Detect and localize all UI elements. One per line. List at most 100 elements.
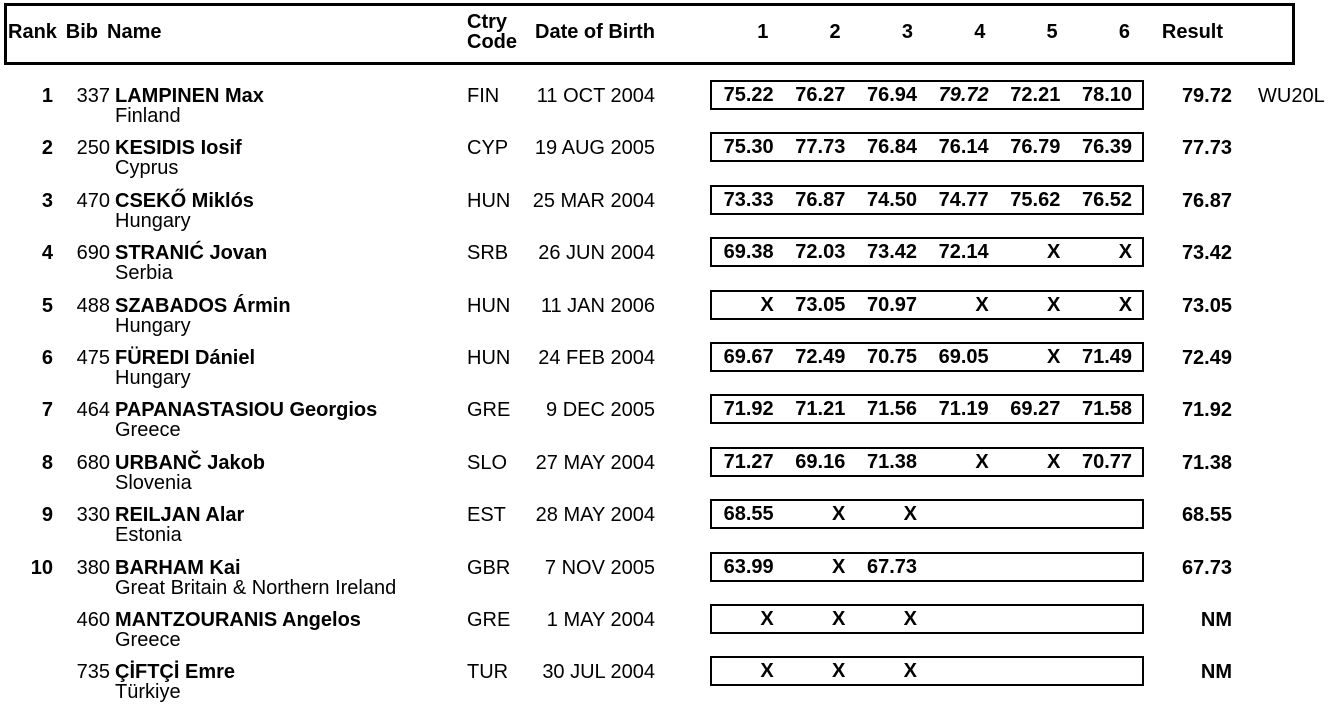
athlete-name: SZABADOS Ármin bbox=[115, 294, 291, 317]
attempt-1: 75.30 bbox=[723, 136, 774, 159]
rank-cell: 1 bbox=[41, 85, 53, 107]
attempt-1: X bbox=[760, 608, 774, 630]
attempt-2: X bbox=[832, 660, 846, 683]
rank-cell: 4 bbox=[41, 242, 53, 265]
attempt-3: 71.38 bbox=[866, 450, 918, 473]
col-header-attempt-6: 6 bbox=[1118, 21, 1130, 43]
attempt-5: 69.27 bbox=[1010, 398, 1061, 421]
country-code: TUR bbox=[467, 661, 509, 684]
attempt-3: X bbox=[903, 503, 918, 526]
attempt-6: 71.49 bbox=[1081, 346, 1133, 368]
result-value: 71.38 bbox=[1181, 451, 1232, 474]
date-of-birth: 30 JUL 2004 bbox=[542, 661, 655, 684]
attempt-1: 68.55 bbox=[723, 503, 774, 526]
result-row: 5 488 SZABADOS Ármin Hungary HUN 11 JAN 2006 X… bbox=[0, 289, 1342, 348]
attempt-3: 70.97 bbox=[866, 293, 918, 316]
bib-cell: 690 bbox=[76, 242, 110, 265]
attempts-box: 73.33 76.87 74.50 74.77 75.62 76.52 bbox=[710, 184, 1144, 215]
country-code: FIN bbox=[467, 85, 500, 107]
attempt-2: 72.03 bbox=[795, 241, 846, 264]
date-of-birth: 11 JAN 2006 bbox=[540, 294, 655, 317]
attempts-box: 71.92 71.21 71.56 71.19 69.27 71.58 bbox=[710, 394, 1144, 425]
attempt-3: 70.75 bbox=[866, 346, 918, 368]
col-header-ctry-code: Ctry Code bbox=[467, 12, 517, 52]
country-name: Greece bbox=[115, 419, 181, 442]
rank-cell: 7 bbox=[41, 399, 53, 422]
country-name: Slovenia bbox=[115, 471, 192, 494]
athlete-name: STRANIĆ Jovan bbox=[115, 242, 268, 265]
attempt-1: X bbox=[760, 293, 774, 316]
rank-cell: 2 bbox=[41, 137, 53, 160]
attempts-box: 75.30 77.73 76.84 76.14 76.79 76.39 bbox=[710, 132, 1144, 163]
country-name: Hungary bbox=[115, 314, 191, 337]
athlete-name: ÇİFTÇİ Emre bbox=[115, 661, 236, 684]
date-of-birth: 27 MAY 2004 bbox=[535, 451, 655, 474]
attempt-3: X bbox=[903, 660, 918, 683]
attempt-2: 69.16 bbox=[795, 450, 846, 473]
attempt-4: 72.14 bbox=[938, 241, 989, 264]
date-of-birth: 25 MAR 2004 bbox=[532, 189, 655, 212]
country-code: SLO bbox=[467, 451, 508, 474]
attempt-6: 76.52 bbox=[1081, 188, 1133, 211]
attempts-box: 69.38 72.03 73.42 72.14 X X bbox=[710, 237, 1144, 268]
date-of-birth: 24 FEB 2004 bbox=[538, 347, 655, 369]
bib-cell: 488 bbox=[76, 294, 110, 317]
country-name: Great Britain & Northern Ireland bbox=[115, 576, 397, 599]
attempt-3: 71.56 bbox=[866, 398, 918, 421]
country-code: EST bbox=[467, 504, 506, 527]
attempt-4: 71.19 bbox=[938, 398, 989, 421]
result-value: NM bbox=[1200, 609, 1232, 631]
record-note: WU20L bbox=[1258, 85, 1325, 107]
country-name: Hungary bbox=[115, 209, 191, 232]
bib-cell: 337 bbox=[76, 85, 110, 107]
bib-cell: 250 bbox=[76, 137, 110, 160]
attempt-6: X bbox=[1118, 293, 1133, 316]
date-of-birth: 9 DEC 2005 bbox=[546, 399, 655, 422]
athlete-name: MANTZOURANIS Angelos bbox=[115, 609, 361, 631]
country-name: Türkiye bbox=[115, 681, 181, 704]
rank-cell: 3 bbox=[41, 189, 53, 212]
date-of-birth: 19 AUG 2005 bbox=[534, 137, 655, 160]
country-code: GRE bbox=[467, 399, 511, 422]
date-of-birth: 1 MAY 2004 bbox=[546, 609, 655, 631]
date-of-birth: 7 NOV 2005 bbox=[544, 556, 655, 579]
result-row: 460 MANTZOURANIS Angelos Greece GRE 1 MAY 20… bbox=[0, 604, 1342, 662]
col-header-attempt-2: 2 bbox=[829, 21, 841, 43]
table-header-box bbox=[4, 3, 1295, 65]
attempt-3: 73.42 bbox=[866, 241, 918, 264]
result-row: 9 330 REILJAN Alar Estonia EST 28 MAY 2004 68.… bbox=[0, 499, 1342, 557]
col-header-bib: Bib bbox=[65, 21, 98, 43]
result-row: 4 690 STRANIĆ Jovan Serbia SRB 26 JUN 2004 69.… bbox=[0, 237, 1342, 295]
attempt-5: X bbox=[1047, 241, 1061, 264]
country-code: HUN bbox=[467, 189, 511, 212]
country-name: Greece bbox=[115, 629, 181, 651]
bib-cell: 470 bbox=[76, 189, 110, 212]
result-value: 67.73 bbox=[1181, 556, 1232, 579]
bib-cell: 475 bbox=[76, 347, 110, 369]
rank-cell: 10 bbox=[30, 556, 53, 579]
athlete-name: URBANČ Jakob bbox=[115, 451, 266, 474]
result-row: 2 250 KESIDIS Iosif Cyprus CYP 19 AUG 2005 75.… bbox=[0, 132, 1342, 190]
country-code: GRE bbox=[467, 609, 511, 631]
attempt-1: 71.92 bbox=[723, 398, 774, 421]
attempt-4: 74.77 bbox=[938, 188, 989, 211]
result-row: 7 464 PAPANASTASIOU Georgios Greece GRE 9 DEC… bbox=[0, 394, 1342, 452]
attempt-1: X bbox=[760, 660, 774, 683]
attempt-3: 67.73 bbox=[866, 555, 918, 578]
result-row: 10 380 BARHAM Kai Great Britain & Northern … bbox=[0, 551, 1342, 610]
attempt-6: 76.39 bbox=[1081, 136, 1133, 159]
result-value: NM bbox=[1200, 661, 1232, 684]
result-row: 1 337 LAMPINEN Max Finland FIN 11 OCT 2004 75.… bbox=[0, 80, 1342, 138]
country-name: Hungary bbox=[115, 367, 191, 389]
date-of-birth: 28 MAY 2004 bbox=[535, 504, 655, 527]
country-code: GBR bbox=[467, 556, 511, 579]
country-name: Serbia bbox=[115, 262, 173, 285]
attempt-3: 74.50 bbox=[866, 188, 918, 211]
result-value: 73.05 bbox=[1181, 294, 1232, 317]
result-row: 3 470 CSEKŐ Miklós Hungary HUN 25 MAR 2004 73.… bbox=[0, 184, 1342, 243]
attempt-3: 76.94 bbox=[866, 84, 918, 106]
result-value: 68.55 bbox=[1181, 504, 1232, 527]
